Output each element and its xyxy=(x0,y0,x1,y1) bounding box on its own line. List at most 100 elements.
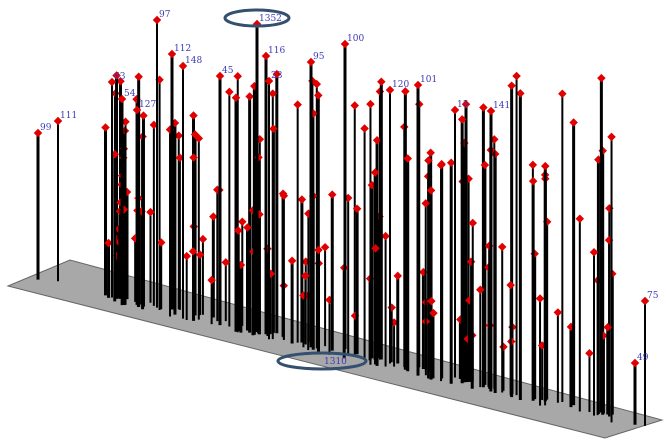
stem-marker xyxy=(231,93,241,102)
stem-marker xyxy=(293,100,302,109)
stem-label: 148 xyxy=(185,56,202,66)
stem-marker xyxy=(189,153,198,162)
stem-marker xyxy=(541,161,550,171)
stem-marker xyxy=(233,71,242,81)
stem-marker xyxy=(174,131,183,140)
stem-marker xyxy=(461,100,471,109)
stem-marker xyxy=(450,105,460,115)
stem-marker xyxy=(528,176,538,186)
stem-marker xyxy=(387,303,396,312)
stem-label: 63 xyxy=(114,72,126,82)
stems-layer xyxy=(33,15,650,426)
stem-marker xyxy=(268,89,278,98)
stem-marker xyxy=(243,223,252,232)
stem-marker xyxy=(512,71,521,81)
stem-label: 99 xyxy=(40,123,52,133)
stem-marker xyxy=(132,105,142,115)
stem-marker xyxy=(269,124,278,134)
stem-marker xyxy=(107,77,117,87)
stem-label: 127 xyxy=(139,100,156,110)
stem-label: 49 xyxy=(637,353,649,363)
stem-marker xyxy=(134,72,143,81)
stem-marker xyxy=(597,73,606,83)
stem-marker xyxy=(558,89,567,98)
stem-marker xyxy=(195,250,205,259)
stem-marker xyxy=(553,308,563,317)
stem-marker xyxy=(457,115,467,124)
stem-marker xyxy=(320,242,330,252)
stem-marker xyxy=(209,212,218,221)
stem-marker xyxy=(377,77,386,87)
stem-marker xyxy=(401,87,410,96)
stem-marker xyxy=(603,323,612,332)
stem-marker xyxy=(306,57,316,67)
stem-label: 141 xyxy=(493,101,510,111)
stem-marker xyxy=(116,77,125,86)
stem-label: 1352 xyxy=(259,14,282,24)
stem-marker xyxy=(429,308,438,318)
stem-marker xyxy=(366,99,375,109)
highlight-ring-top xyxy=(223,8,291,28)
stem-marker xyxy=(506,280,515,290)
stem-marker xyxy=(287,256,297,266)
stem-marker xyxy=(238,217,247,227)
stem-marker xyxy=(233,226,243,235)
stem-label: 23 xyxy=(271,71,283,81)
stem-marker xyxy=(569,118,578,127)
stem-marker xyxy=(385,85,395,95)
stem-marker xyxy=(350,101,359,110)
stem-marker xyxy=(426,148,435,157)
stem-marker xyxy=(221,258,231,267)
stem-marker xyxy=(585,349,594,358)
stem-marker xyxy=(468,218,477,228)
stem-marker xyxy=(421,199,430,208)
stem-marker xyxy=(149,120,159,130)
stem-marker xyxy=(436,160,446,170)
stem-marker xyxy=(413,80,423,90)
stem-marker xyxy=(480,160,490,170)
stem-marker xyxy=(630,358,640,368)
stem-label: 97 xyxy=(159,10,171,20)
stem-marker xyxy=(371,244,380,253)
stem-marker xyxy=(301,271,310,280)
stem-marker xyxy=(117,94,127,104)
stem-marker xyxy=(245,92,254,101)
stem-marker xyxy=(360,124,369,133)
stem-marker xyxy=(261,51,271,61)
stem-marker xyxy=(198,234,208,244)
stem-marker xyxy=(424,156,433,165)
stem-marker xyxy=(272,69,282,79)
stem-label: 120 xyxy=(392,80,409,90)
stem-marker xyxy=(507,81,516,90)
stem-marker xyxy=(476,285,485,294)
stem-marker xyxy=(486,106,496,116)
stem-marker xyxy=(104,238,113,248)
stem-label: 95 xyxy=(313,52,325,62)
stem-marker xyxy=(225,87,234,97)
stem-marker xyxy=(340,39,350,49)
stem-marker xyxy=(189,111,198,120)
stem-label: 112 xyxy=(174,44,191,54)
stem-marker xyxy=(215,71,225,81)
stem-marker xyxy=(314,91,323,100)
stem-marker xyxy=(372,135,382,145)
stem-marker xyxy=(528,160,538,170)
stem-marker xyxy=(393,271,403,281)
stem-label: 45 xyxy=(222,66,234,76)
stem-marker xyxy=(370,168,380,177)
stem-marker xyxy=(207,275,216,285)
stem-label: 111 xyxy=(60,111,77,121)
stem-label: 1310 xyxy=(324,357,347,367)
stem-marker xyxy=(146,207,155,217)
stem-label: 116 xyxy=(268,46,285,56)
stem-marker xyxy=(101,123,110,132)
stem-marker xyxy=(297,195,307,204)
stem-label: 54 xyxy=(124,89,136,99)
stem-marker xyxy=(426,186,436,195)
stem-marker xyxy=(279,191,289,201)
stem-marker xyxy=(33,128,43,138)
stem-marker xyxy=(264,76,274,86)
stem-label: 75 xyxy=(647,291,659,301)
